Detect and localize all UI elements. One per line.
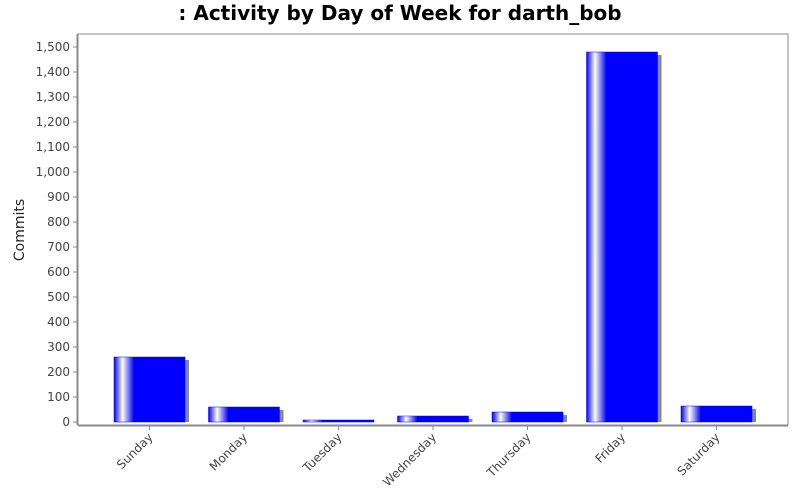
y-tick-label: 400 <box>47 315 70 329</box>
bar <box>113 356 186 423</box>
y-tick-label: 1,200 <box>36 115 70 129</box>
y-tick-label: 900 <box>47 190 70 204</box>
y-tick-label: 1,100 <box>36 140 70 154</box>
y-axis-title: Commits <box>12 199 28 261</box>
y-tick-label: 0 <box>62 415 70 429</box>
y-tick-label: 1,400 <box>36 65 70 79</box>
bar <box>491 411 564 423</box>
y-tick-label: 200 <box>47 365 70 379</box>
y-tick-label: 1,000 <box>36 165 70 179</box>
chart-title: : Activity by Day of Week for darth_bob <box>178 1 621 25</box>
bar <box>208 406 280 423</box>
bar <box>586 51 658 423</box>
y-tick-label: 300 <box>47 340 70 354</box>
bar <box>397 415 469 423</box>
y-tick-label: 1,500 <box>36 40 70 54</box>
y-tick-label: 500 <box>47 290 70 304</box>
plot-area <box>77 33 789 426</box>
y-tick-label: 700 <box>47 240 70 254</box>
y-tick-label: 800 <box>47 215 70 229</box>
bar <box>680 405 753 423</box>
y-tick-label: 100 <box>47 390 70 404</box>
y-tick-label: 1,300 <box>36 90 70 104</box>
bar <box>302 419 375 423</box>
y-tick-label: 600 <box>47 265 70 279</box>
